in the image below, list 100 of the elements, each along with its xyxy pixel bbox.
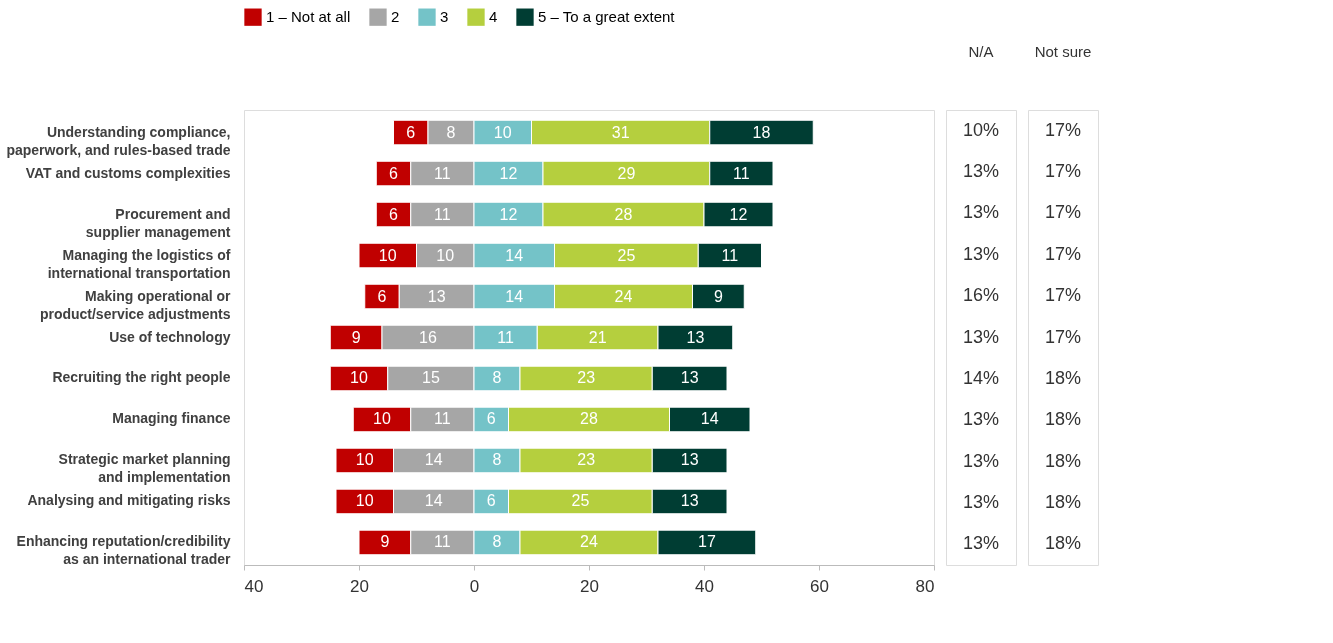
data-label: 31: [611, 123, 630, 141]
text: 13%: [962, 450, 1000, 471]
y-tick-label: Managing the logistics of international transportation: [47, 246, 231, 281]
data-label: 13: [680, 451, 699, 469]
text: 17%: [1044, 285, 1082, 306]
text: 18%: [1044, 367, 1082, 388]
text: 18%: [1044, 533, 1082, 554]
data-label: 11: [434, 164, 451, 182]
data-label: 28: [580, 410, 598, 428]
x-tick-label: 20: [350, 576, 369, 596]
data-label: 13: [680, 492, 699, 510]
data-label: 10: [355, 451, 374, 469]
text: 13%: [962, 326, 1000, 347]
y-tick-label: Procurement and supplier management: [85, 205, 231, 240]
x-tick-label: 80: [915, 576, 935, 596]
data-label: 14: [700, 410, 719, 428]
data-label: 11: [733, 164, 750, 182]
data-label: 18: [752, 123, 771, 141]
data-label: 13: [686, 328, 705, 346]
data-label: 9: [351, 328, 361, 346]
legend-label: 3: [440, 8, 449, 26]
legend-label: 5 – To a great extent: [538, 8, 676, 26]
data-label: 10: [350, 369, 368, 387]
data-label: 12: [499, 164, 518, 182]
y-tick-label: Making operational or product/service adjustments: [39, 287, 232, 322]
data-label: 23: [577, 451, 596, 469]
data-label: 10: [378, 246, 397, 264]
data-label: 8: [492, 533, 502, 551]
data-label: 8: [446, 123, 456, 141]
text: 13%: [962, 202, 1000, 223]
text: 17%: [1044, 202, 1082, 223]
data-label: 11: [434, 205, 451, 223]
data-label: 10: [373, 410, 391, 428]
data-label: 8: [492, 369, 502, 387]
data-label: 14: [424, 451, 443, 469]
text: 17%: [1044, 119, 1082, 140]
data-label: 8: [492, 451, 502, 469]
text: 13%: [962, 533, 1000, 554]
text: N/A: [968, 43, 994, 60]
x-tick-label: 0: [469, 576, 480, 596]
legend-label: 1 – Not at all: [266, 8, 351, 26]
data-label: 11: [434, 533, 451, 551]
data-label: 12: [729, 205, 748, 223]
data-label: 23: [577, 369, 596, 387]
text: 13%: [962, 243, 1000, 264]
y-tick-label: Enhancing reputation/credibility as an international trader: [16, 533, 232, 568]
data-label: 6: [486, 410, 496, 428]
legend-label: 4: [489, 8, 498, 26]
data-label: 6: [389, 205, 399, 223]
data-label: 6: [406, 123, 416, 141]
text: 16%: [962, 285, 1000, 306]
data-label: 15: [421, 369, 440, 387]
data-label: 29: [617, 164, 636, 182]
data-label: 11: [497, 328, 515, 346]
data-label: 24: [580, 533, 598, 551]
data-label: 14: [505, 287, 524, 305]
text: 14%: [962, 367, 1000, 388]
data-label: 13: [680, 369, 699, 387]
y-tick-label: Understanding compliance, paperwork, and rules-based trade: [6, 123, 231, 158]
x-tick-label: 40: [695, 576, 714, 596]
text: 13%: [962, 409, 1000, 430]
y-tick-label: Recruiting the right people: [52, 369, 231, 386]
text: 17%: [1044, 326, 1082, 347]
data-label: 11: [721, 246, 739, 264]
data-label: 9: [380, 533, 390, 551]
data-label: 6: [486, 492, 496, 510]
data-label: 14: [505, 246, 524, 264]
data-label: 14: [424, 492, 443, 510]
data-label: 28: [614, 205, 633, 223]
x-tick-label: 60: [810, 576, 829, 596]
data-label: 17: [697, 533, 716, 551]
data-label: 24: [614, 287, 633, 305]
data-label: 13: [427, 287, 446, 305]
data-label: 6: [389, 164, 399, 182]
y-tick-label: Managing finance: [112, 410, 231, 427]
data-label: 21: [588, 328, 607, 346]
text: 18%: [1044, 409, 1082, 430]
text: Not sure: [1034, 43, 1092, 60]
data-label: 11: [434, 410, 451, 428]
data-label: 25: [617, 246, 636, 264]
data-label: 25: [571, 492, 590, 510]
text: 17%: [1044, 161, 1082, 182]
y-tick-label: Strategic market planning and implementation: [58, 451, 231, 486]
data-label: 10: [355, 492, 374, 510]
data-label: 6: [377, 287, 387, 305]
legend-label: 2: [391, 8, 400, 26]
y-tick-label: Use of technology: [109, 328, 231, 345]
y-tick-label: VAT and customs complexities: [25, 164, 231, 181]
x-tick-label: 20: [580, 576, 599, 596]
text: 18%: [1044, 450, 1082, 471]
text: 17%: [1044, 243, 1082, 264]
data-label: 16: [419, 328, 437, 346]
text: 13%: [962, 491, 1000, 512]
text: 10%: [962, 119, 1000, 140]
y-tick-label: Analysing and mitigating risks: [27, 492, 231, 509]
data-label: 10: [493, 123, 512, 141]
x-tick-label: 40: [244, 576, 264, 596]
data-label: 9: [713, 287, 723, 305]
text: 13%: [962, 161, 1000, 182]
text: 18%: [1044, 491, 1082, 512]
